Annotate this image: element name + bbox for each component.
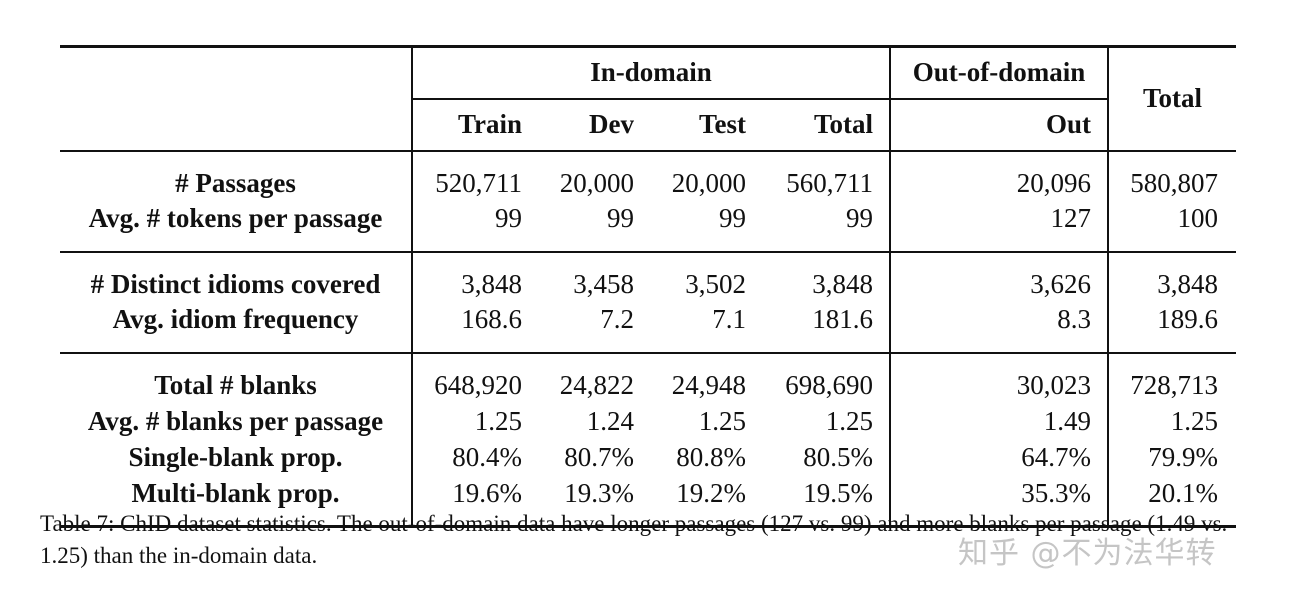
table-cell: 24,948 xyxy=(650,351,762,403)
row-label: Avg. idiom frequency xyxy=(60,302,413,353)
table-cell: 100 xyxy=(1177,203,1219,233)
row-label: Avg. # tokens per passage xyxy=(60,201,413,252)
out-of-domain-header: Out-of-domain xyxy=(889,45,1110,100)
table-cell: 20,000 xyxy=(538,149,650,201)
table-cell: 728,713 xyxy=(1108,351,1237,403)
row-label: Avg. # blanks per passage xyxy=(60,403,413,440)
table-cell: 19.5% xyxy=(762,476,891,528)
table-cell: 560,711 xyxy=(762,149,891,201)
table-row: Avg. idiom frequency 168.6 7.2 7.1 181.6 8.3 1… xyxy=(60,302,1236,353)
table-cell: 80.5% xyxy=(803,442,874,473)
header-empty-cell xyxy=(60,45,413,151)
table-cell: 35.3% xyxy=(889,476,1110,528)
table-cell: 7.1 xyxy=(712,304,746,334)
statistics-table-container: In-domain Out-of-domain Total Train Dev … xyxy=(60,45,1237,528)
watermark: 知乎 @不为法华转 xyxy=(958,536,1217,571)
dev-column-header: Dev xyxy=(589,109,634,139)
row-label: Multi-blank prop. xyxy=(60,476,413,528)
table-row: # Distinct idioms covered 3,848 3,458 3,502… xyxy=(60,250,1237,302)
table-cell: 80.4% xyxy=(452,442,522,473)
table-cell: 64.7% xyxy=(889,439,1110,476)
test-column-header: Test xyxy=(698,109,746,139)
table-cell: 99 xyxy=(846,203,874,233)
total-header: Total xyxy=(1108,45,1237,151)
table-cell: 24,822 xyxy=(538,351,650,403)
table-cell: 19.2% xyxy=(650,476,762,528)
table-cell: 1.25 xyxy=(1170,405,1219,436)
table-cell: 99 xyxy=(607,203,634,233)
row-label: Single-blank prop. xyxy=(60,439,413,476)
table-cell: 3,458 xyxy=(538,250,650,302)
table-cell: 99 xyxy=(719,203,746,233)
table-cell: 1.25 xyxy=(825,405,874,436)
table-cell: 3,502 xyxy=(650,250,762,302)
table-cell: 3,848 xyxy=(762,250,891,302)
table-cell: 3,848 xyxy=(412,250,538,302)
in-domain-header: In-domain xyxy=(412,45,891,100)
table-cell: 8.3 xyxy=(889,302,1110,353)
table-cell: 648,920 xyxy=(412,351,538,403)
table-cell: 30,023 xyxy=(889,351,1110,403)
table-cell: 168.6 xyxy=(461,304,522,334)
table-cell: 20.1% xyxy=(1108,476,1237,528)
table-cell: 3,848 xyxy=(1108,250,1237,302)
table-caption: Table 7: ChID dataset statistics. The ou… xyxy=(40,511,1228,568)
table-cell: 127 xyxy=(889,201,1110,252)
table-row: Avg. # tokens per passage 99 99 99 99 127 100 xyxy=(60,201,1236,252)
chid-statistics-table: In-domain Out-of-domain Total Train Dev … xyxy=(60,45,1237,528)
table-cell: 189.6 xyxy=(1157,304,1219,334)
table-cell: 20,000 xyxy=(650,149,762,201)
table-row: Multi-blank prop. 19.6% 19.3% 19.2% 19.5% 35.… xyxy=(60,476,1237,528)
row-label: Total # blanks xyxy=(60,351,413,403)
table-row: Avg. # blanks per passage 1.25 1.24 1.25 1.2… xyxy=(60,403,1236,440)
table-cell: 1.25 xyxy=(474,405,522,436)
row-label: # Passages xyxy=(60,149,413,201)
table-row: Single-blank prop. 80.4% 80.7% 80.8% 80.5% 64… xyxy=(60,439,1236,476)
table-cell: 3,626 xyxy=(889,250,1110,302)
table-cell: 80.8% xyxy=(676,442,746,473)
in-domain-total-column-header: Total xyxy=(814,109,874,139)
train-column-header: Train xyxy=(457,109,522,139)
table-cell: 20,096 xyxy=(889,149,1110,201)
table-body: # Passages 520,711 20,000 20,000 560,711 20,0… xyxy=(60,149,1237,528)
out-column-header: Out xyxy=(889,98,1110,151)
table-cell: 80.7% xyxy=(564,442,634,473)
table-cell: 79.9% xyxy=(1148,442,1219,473)
table-row: # Passages 520,711 20,000 20,000 560,711 20,0… xyxy=(60,149,1237,201)
table-cell: 19.6% xyxy=(412,476,538,528)
table-cell: 698,690 xyxy=(762,351,891,403)
table-cell: 19.3% xyxy=(538,476,650,528)
table-cell: 181.6 xyxy=(812,304,874,334)
table-cell: 99 xyxy=(495,203,522,233)
table-row: Total # blanks 648,920 24,822 24,948 698,690… xyxy=(60,351,1237,403)
table-cell: 520,711 xyxy=(412,149,538,201)
table-cell: 7.2 xyxy=(600,304,634,334)
table-cell: 580,807 xyxy=(1108,149,1237,201)
table-cell: 1.25 xyxy=(698,405,746,436)
table-cell: 1.49 xyxy=(889,403,1110,440)
row-label: # Distinct idioms covered xyxy=(60,250,413,302)
table-cell: 1.24 xyxy=(586,405,634,436)
